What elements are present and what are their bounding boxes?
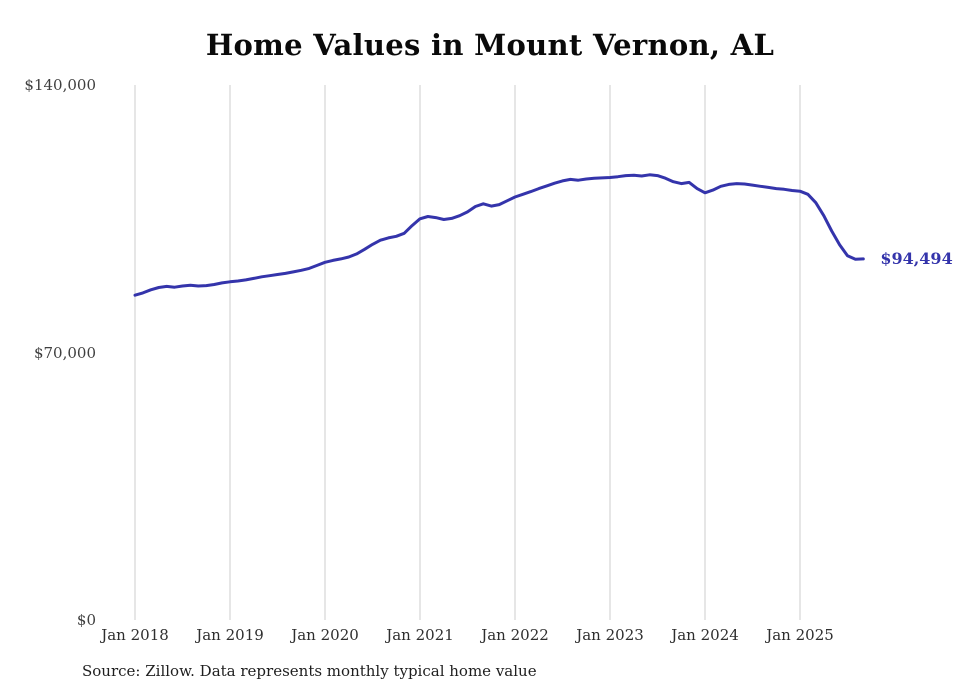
x-tick-label: Jan 2023 [576, 626, 644, 644]
y-tick-label: $0 [76, 611, 96, 629]
y-tick-label: $70,000 [33, 344, 96, 362]
source-note: Source: Zillow. Data represents monthly … [82, 662, 537, 680]
x-tick-label: Jan 2022 [481, 626, 549, 644]
chart-title: Home Values in Mount Vernon, AL [205, 28, 775, 62]
x-tick-label: Jan 2018 [101, 626, 169, 644]
x-tick-label: Jan 2020 [291, 626, 359, 644]
value-line [133, 173, 865, 297]
end-value-label: $94,494 [880, 248, 953, 268]
x-tick-label: Jan 2024 [671, 626, 739, 644]
x-tick-label: Jan 2021 [386, 626, 454, 644]
x-tick-label: Jan 2025 [766, 626, 834, 644]
x-tick-label: Jan 2019 [196, 626, 264, 644]
y-tick-label: $140,000 [24, 76, 96, 94]
